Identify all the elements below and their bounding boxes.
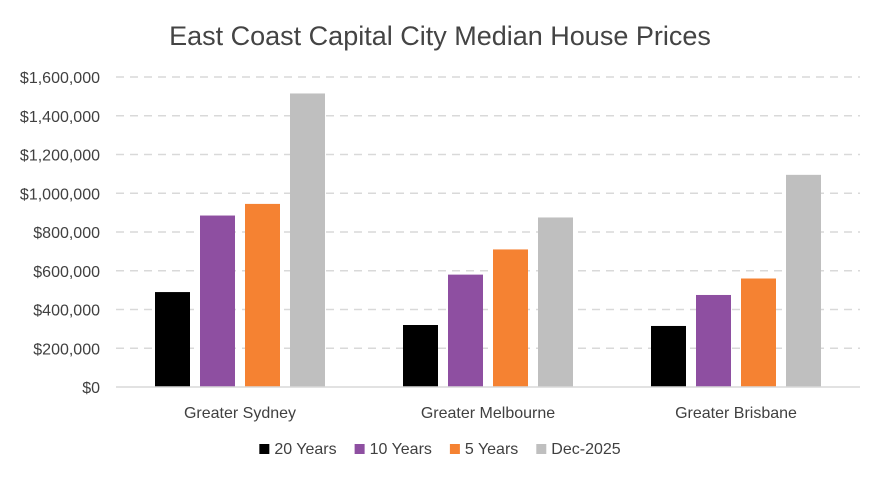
x-category-label: Greater Melbourne — [421, 405, 555, 422]
bar-dec-2025-greater-melbourne — [538, 217, 573, 387]
chart-title: East Coast Capital City Median House Pri… — [169, 21, 711, 51]
bar-10-years-greater-brisbane — [696, 294, 731, 387]
y-tick-label: $1,200,000 — [20, 148, 100, 165]
x-category-label: Greater Brisbane — [675, 405, 797, 422]
legend-swatch — [536, 444, 547, 454]
y-tick-label: $1,400,000 — [20, 109, 100, 126]
y-tick-label: $600,000 — [33, 264, 100, 281]
legend: 20 Years 10 Years 5 Years Dec-2025 — [259, 441, 621, 458]
y-tick-label: $800,000 — [33, 225, 100, 242]
legend-swatch — [259, 444, 270, 454]
legend-swatch — [449, 444, 460, 454]
gridlines — [116, 76, 860, 349]
bar-20-years-greater-brisbane — [651, 325, 686, 387]
bar-5-years-greater-sydney — [245, 203, 280, 387]
y-axis: $0 $200,000 $400,000 $600,000 $800,000 $1,000… — [20, 70, 100, 397]
bar-5-years-greater-brisbane — [741, 278, 776, 387]
bar-20-years-greater-melbourne — [403, 325, 438, 387]
y-tick-label: $400,000 — [33, 303, 100, 320]
bar-5-years-greater-melbourne — [493, 249, 528, 387]
bar-dec-2025-greater-brisbane — [786, 174, 821, 387]
legend-swatch — [354, 444, 365, 454]
y-tick-label: $0 — [82, 380, 100, 397]
y-tick-label: $1,000,000 — [20, 186, 100, 203]
legend-label: 20 Years — [274, 441, 336, 458]
bar-10-years-greater-sydney — [200, 215, 235, 387]
bar-20-years-greater-sydney — [155, 292, 190, 387]
bar-10-years-greater-melbourne — [448, 274, 483, 387]
bars — [155, 93, 821, 387]
y-tick-label: $200,000 — [33, 341, 100, 358]
x-category-label: Greater Sydney — [184, 405, 296, 422]
legend-label: 10 Years — [370, 441, 432, 458]
bar-dec-2025-greater-sydney — [290, 93, 325, 387]
x-axis: Greater Sydney Greater Melbourne Greater B… — [116, 386, 860, 422]
y-tick-label: $1,600,000 — [20, 70, 100, 87]
legend-label: Dec-2025 — [551, 441, 620, 458]
legend-label: 5 Years — [465, 441, 518, 458]
